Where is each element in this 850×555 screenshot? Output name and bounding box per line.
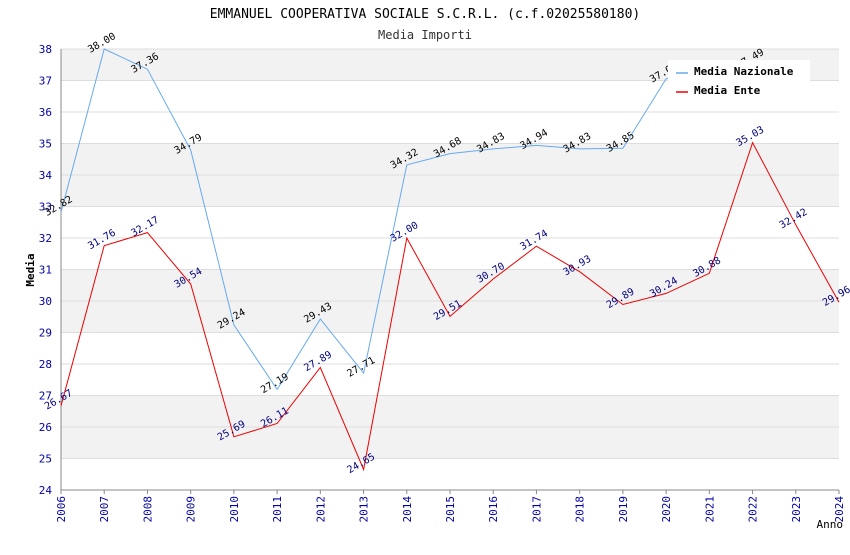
grid-band [61, 427, 839, 459]
legend-box [668, 60, 810, 100]
legend-label-ente: Media Ente [694, 84, 761, 97]
y-tick-label: 28 [39, 358, 52, 371]
chart-title: EMMANUEL COOPERATIVA SOCIALE S.C.R.L. (c… [210, 7, 640, 22]
y-tick-label: 35 [39, 138, 52, 151]
y-tick-label: 33 [39, 201, 52, 214]
grid-band [61, 458, 839, 490]
y-tick-label: 29 [39, 327, 52, 340]
series-lines [60, 48, 840, 472]
x-tick-label: 2014 [401, 496, 414, 523]
y-tick-label: 24 [39, 484, 53, 497]
y-tick-label: 32 [39, 232, 52, 245]
grid-band [61, 143, 839, 175]
x-tick-label: 2021 [703, 496, 716, 523]
x-tick-label: 2013 [358, 496, 371, 523]
x-tick-label: 2023 [790, 496, 803, 523]
y-tick-label: 30 [39, 295, 52, 308]
x-tick-label: 2010 [228, 496, 241, 523]
x-tick-label: 2024 [833, 496, 846, 523]
series-line-ente [60, 141, 840, 472]
grid-band [61, 112, 839, 144]
grid-band [61, 175, 839, 207]
x-axis-label: Anno [817, 518, 844, 531]
x-tick-label: 2019 [617, 496, 630, 523]
legend: Media Nazionale Media Ente [668, 60, 810, 100]
grid-band [61, 206, 839, 238]
series-line-nazionale [60, 48, 753, 391]
x-tick-label: 2008 [141, 496, 154, 523]
x-tick-label: 2007 [98, 496, 111, 523]
y-tick-label: 34 [39, 169, 53, 182]
x-tick-label: 2020 [660, 496, 673, 523]
legend-label-nazionale: Media Nazionale [694, 65, 794, 78]
x-tick-label: 2015 [444, 496, 457, 523]
grid-band [61, 332, 839, 364]
x-tick-label: 2022 [747, 496, 760, 523]
x-tick-label: 2016 [487, 496, 500, 523]
grid-bands [61, 48, 839, 491]
x-tick-label: 2009 [185, 496, 198, 523]
y-tick-labels: 24 25 26 27 28 29 30 31 32 33 34 35 36 37 38 [39, 43, 53, 497]
y-tick-label: 25 [39, 453, 52, 466]
y-axis-label: Media [24, 253, 37, 286]
x-tick-label: 2012 [314, 496, 327, 523]
grid-band [61, 238, 839, 270]
grid-band [61, 395, 839, 427]
x-tick-label: 2011 [271, 496, 284, 523]
y-tick-label: 37 [39, 75, 52, 88]
x-tick-label: 2018 [574, 496, 587, 523]
y-tick-label: 36 [39, 106, 52, 119]
x-tick-label: 2006 [55, 496, 68, 523]
y-tick-label: 31 [39, 264, 52, 277]
y-tick-label: 26 [39, 421, 52, 434]
grid-band [61, 364, 839, 396]
y-tick-label: 38 [39, 43, 52, 56]
y-tick-label: 27 [39, 390, 52, 403]
axes [60, 49, 840, 494]
x-tick-label: 2017 [530, 496, 543, 523]
x-tick-labels: 2006 2007 2008 2009 2010 2011 2012 2013 2014 2015… [55, 496, 846, 523]
chart-subtitle: Media Importi [378, 28, 472, 42]
